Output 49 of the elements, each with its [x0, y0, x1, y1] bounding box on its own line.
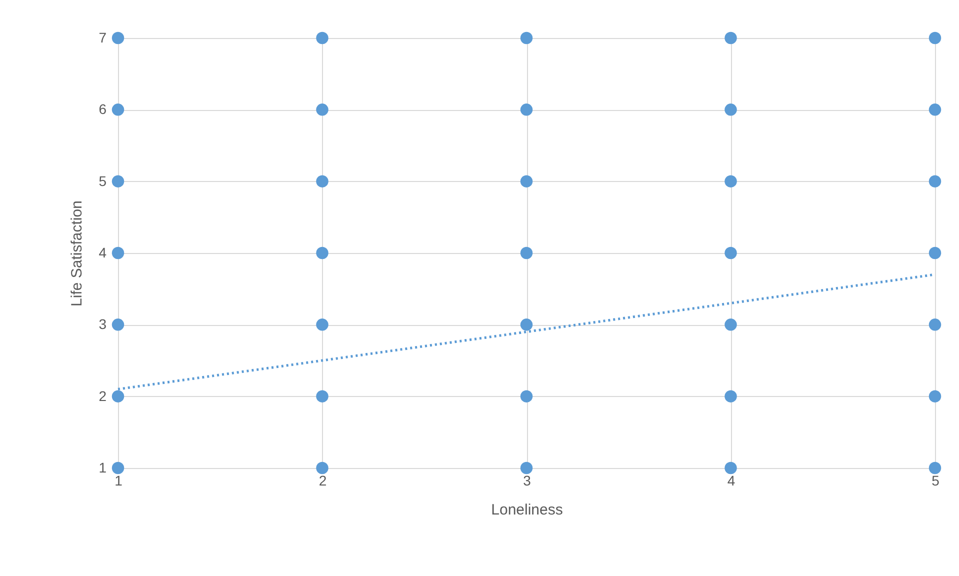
point	[724, 462, 737, 474]
point	[724, 246, 737, 260]
point	[316, 104, 328, 116]
point	[928, 32, 942, 44]
point	[112, 390, 124, 402]
point	[520, 32, 533, 44]
y-tick-label: 6	[98, 101, 107, 118]
point	[724, 32, 737, 44]
point	[724, 175, 737, 188]
point	[316, 318, 328, 331]
point	[928, 390, 942, 402]
point	[724, 390, 737, 402]
point	[316, 246, 328, 260]
y-tick-label: 5	[98, 172, 107, 189]
point	[520, 462, 533, 474]
point	[112, 246, 124, 260]
point	[724, 104, 737, 116]
y-tick-label: 2	[98, 388, 107, 404]
y-tick-label: 7	[98, 30, 107, 46]
point	[112, 32, 124, 44]
x-tick-label: 1	[114, 472, 123, 488]
point	[112, 318, 124, 331]
point	[928, 318, 942, 331]
point	[112, 175, 124, 188]
point	[928, 104, 942, 116]
point	[112, 104, 124, 116]
x-axis-title: Loneliness	[491, 502, 563, 518]
point	[520, 318, 533, 331]
y-tick-label: 1	[98, 460, 107, 476]
point	[928, 246, 942, 260]
y-tick-label: 3	[98, 316, 107, 332]
point	[316, 462, 328, 474]
point	[520, 175, 533, 188]
point	[112, 462, 124, 474]
point	[316, 175, 328, 188]
point	[520, 246, 533, 260]
point	[724, 318, 737, 331]
x-tick-label: 3	[523, 472, 532, 488]
x-tick-label: 4	[727, 472, 736, 488]
y-axis-title: Life Satisfaction	[68, 200, 86, 306]
y-tick-label: 4	[98, 244, 107, 260]
point	[928, 462, 942, 474]
point	[928, 175, 942, 188]
point	[520, 390, 533, 402]
point	[316, 32, 328, 44]
point	[520, 104, 533, 116]
x-tick-label: 5	[932, 472, 940, 488]
x-tick-label: 2	[318, 472, 327, 488]
point	[316, 390, 328, 402]
